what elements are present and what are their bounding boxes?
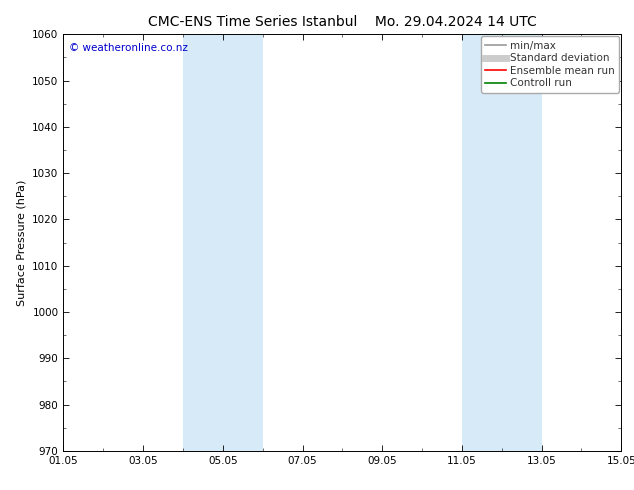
Legend: min/max, Standard deviation, Ensemble mean run, Controll run: min/max, Standard deviation, Ensemble me…	[481, 36, 619, 93]
Text: CMC-ENS Time Series Istanbul    Mo. 29.04.2024 14 UTC: CMC-ENS Time Series Istanbul Mo. 29.04.2…	[148, 15, 537, 29]
Bar	[183, 34, 223, 451]
Bar	[462, 34, 501, 451]
Bar	[223, 34, 262, 451]
Bar	[501, 34, 541, 451]
Text: © weatheronline.co.nz: © weatheronline.co.nz	[69, 43, 188, 52]
Y-axis label: Surface Pressure (hPa): Surface Pressure (hPa)	[16, 179, 27, 306]
